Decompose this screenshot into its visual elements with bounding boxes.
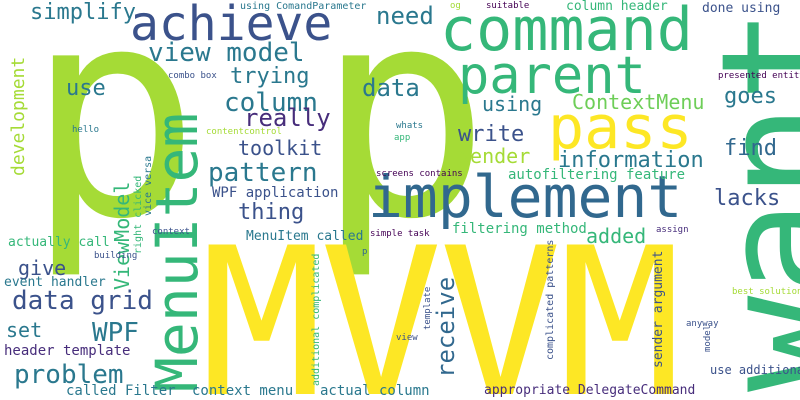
word-use: use: [66, 76, 106, 101]
word-simplify: simplify: [30, 0, 136, 25]
word-event-handler: event handler: [4, 275, 106, 290]
word-simple-task: simple task: [370, 229, 430, 239]
word-filtering-method: filtering method: [452, 221, 587, 237]
word-data: data: [362, 74, 420, 102]
word-view-model: view model: [148, 38, 305, 68]
word-set: set: [6, 318, 43, 342]
word-wpf-application: WPF application: [212, 185, 339, 201]
word-receive: receive: [432, 276, 460, 378]
word-anyway: anyway: [686, 319, 719, 329]
word-presented-entity: presented entity: [718, 71, 800, 81]
word-achieve: achieve: [130, 0, 333, 52]
word-header-template: header template: [4, 343, 131, 359]
word-p-small: p: [362, 247, 368, 257]
word-find: find: [724, 136, 777, 161]
word-development: development: [8, 56, 29, 176]
word-mvvm: MVVM: [200, 205, 682, 400]
word-additional-complicated: additional complicated: [311, 253, 322, 386]
word-model: model: [703, 324, 713, 352]
word-screens-contains: screens contains: [376, 169, 463, 179]
word-actually-call: actually call: [8, 235, 110, 250]
word-p-large-left: p: [26, 0, 201, 283]
word-command: command: [440, 0, 693, 65]
word-pass: pass: [548, 93, 693, 163]
word-goes: goes: [724, 84, 777, 109]
word-autofiltering-feature: autofiltering feature: [508, 167, 686, 183]
word-using-comandparameter: using ComandParameter: [240, 1, 367, 12]
word-need: need: [376, 2, 434, 30]
word-trying: trying: [230, 64, 310, 89]
word-combo-box: combo box: [168, 71, 217, 81]
word-done-using: done using: [702, 1, 781, 16]
word-lacks: lacks: [714, 186, 781, 211]
word-assign: assign: [656, 225, 689, 235]
word-information: information: [558, 148, 704, 173]
word-called-filter: called Filter: [66, 383, 176, 399]
word-parent: parent: [458, 46, 646, 106]
word-view: view: [396, 333, 418, 343]
word-suitable: suitable: [486, 1, 530, 11]
word-building: building: [94, 251, 138, 261]
word-vice-versa: vice versa: [143, 155, 154, 216]
word-wpf: WPF: [92, 318, 139, 348]
word-hello: hello: [72, 125, 100, 135]
word-problem: problem: [14, 360, 124, 390]
word-using: using: [482, 92, 543, 116]
word-best-solution: best solution: [732, 287, 800, 297]
word-column-header: column header: [566, 0, 668, 14]
word-implement: implement: [368, 163, 683, 231]
word-context: context: [152, 227, 190, 237]
word-added: added: [586, 224, 647, 248]
word-menuitem: MenuItem: [143, 112, 211, 392]
word-og: og: [450, 1, 461, 11]
word-pattern: pattern: [208, 158, 318, 188]
word-app: app: [394, 133, 411, 143]
word-whats: whats: [396, 121, 424, 131]
word-menuitem-called: MenuItem called: [246, 229, 364, 244]
word-thing: thing: [238, 200, 305, 225]
word-data-grid: data grid: [12, 286, 153, 316]
word-really: really: [244, 104, 331, 132]
word-actual-column: actual column: [320, 383, 430, 399]
word-column: column: [224, 88, 318, 118]
word-sender-argument: sender argument: [651, 250, 666, 368]
word-appropriate-delegatecommand: appropriate DelegateCommand: [484, 383, 696, 398]
word-contentcontrol: contentcontrol: [206, 127, 282, 137]
word-use-additional: use additional: [710, 363, 800, 377]
word-viewmodel: ViewModel: [110, 181, 134, 290]
word-p-large-right: p: [316, 0, 491, 283]
word-context-menu: context menu: [192, 383, 294, 399]
word-write: write: [458, 122, 525, 147]
word-sender: sender: [458, 144, 531, 168]
word-give: give: [18, 256, 67, 280]
word-toolkit: toolkit: [238, 136, 323, 160]
word-contextmenu: ContextMenu: [572, 90, 705, 114]
word-template: template: [423, 286, 433, 330]
word-complicated-patterns: complicated patterns: [545, 239, 556, 360]
